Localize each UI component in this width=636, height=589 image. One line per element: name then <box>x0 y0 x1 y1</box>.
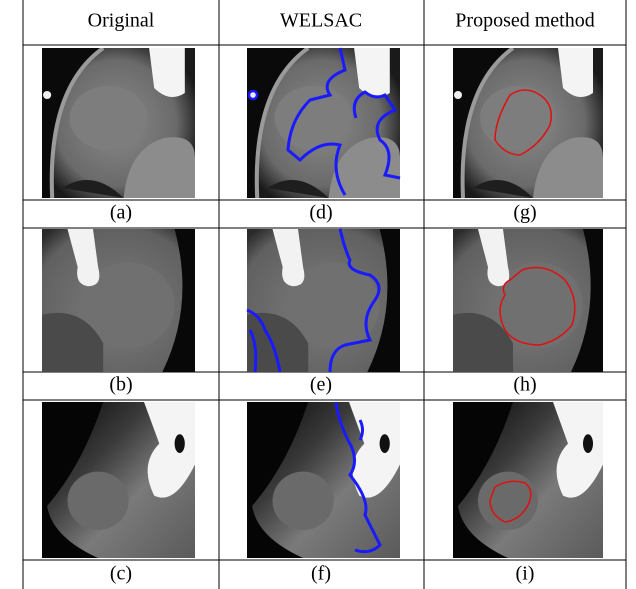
ct-image <box>453 402 603 558</box>
caption: (c) <box>110 563 132 585</box>
ct-image <box>247 229 400 372</box>
caption: (e) <box>310 374 332 396</box>
ct-image <box>42 402 195 558</box>
column-header: Original <box>88 10 155 32</box>
caption: (b) <box>109 374 132 396</box>
caption: (i) <box>516 563 535 585</box>
caption: (g) <box>513 202 536 224</box>
ct-image <box>247 402 400 558</box>
ct-image <box>42 48 195 198</box>
ct-image <box>42 229 195 372</box>
ct-image <box>453 229 603 372</box>
caption: (f) <box>311 563 331 585</box>
figure-table: Original WELSAC Proposed method (a) (d) … <box>0 0 636 589</box>
caption: (d) <box>309 202 332 224</box>
ct-image <box>453 48 603 198</box>
column-header: Proposed method <box>455 10 594 32</box>
column-header: WELSAC <box>280 10 362 32</box>
caption: (h) <box>513 374 536 396</box>
caption: (a) <box>110 202 132 224</box>
page: Original WELSAC Proposed method (a) (d) … <box>0 0 636 589</box>
